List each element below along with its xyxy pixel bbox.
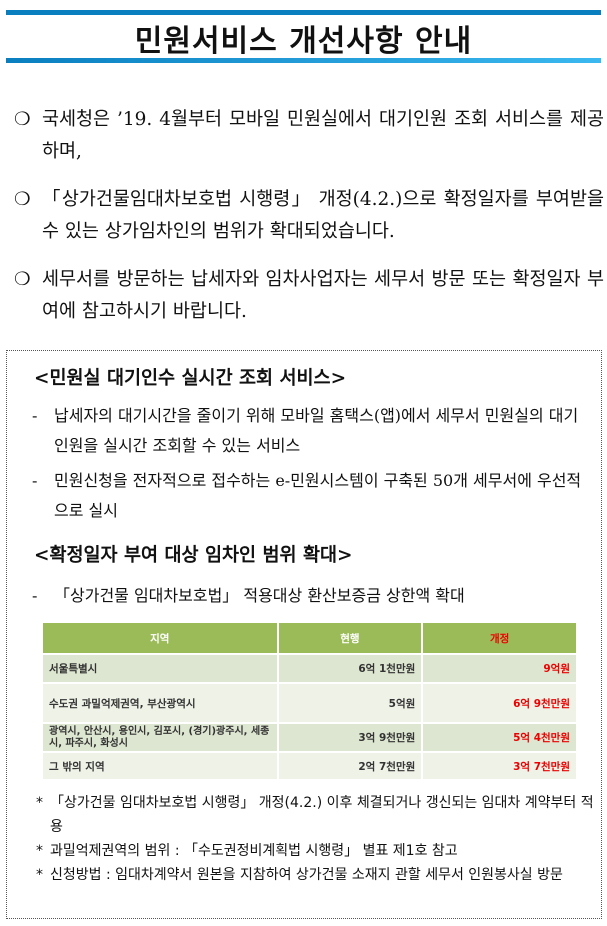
header-current: 현행 <box>277 623 424 654</box>
paragraph-3: ❍ 세무서를 방문하는 납세자와 임차사업자는 세무서 방문 또는 확정일자 부여… <box>14 264 604 328</box>
header-revised: 개정 <box>422 623 578 654</box>
note-2: * 과밀억제권역의 범위 : 「수도권정비계획법 시행령」 별표 제1호 참고 <box>36 843 458 859</box>
section1-heading: <민원실 대기인수 실시간 조회 서비스> <box>34 368 347 389</box>
note-3: * 신청방법 : 임대차계약서 원본을 지참하여 상가건물 소재지 관할 세무서 … <box>36 867 563 883</box>
table-row: 수도권 과밀억제권역, 부산광역시 5억원 6억 9천만원 <box>43 682 578 723</box>
title-top-rule <box>6 10 601 15</box>
table-row: 그 밖의 지역 2억 7천만원 3억 7천만원 <box>43 751 578 779</box>
paragraph-1: ❍ 국세청은 ’19. 4월부터 모바일 민원실에서 대기인원 조회 서비스를 제… <box>14 104 604 168</box>
circle-bullet-icon: ❍ <box>14 189 31 210</box>
circle-bullet-icon: ❍ <box>14 269 31 290</box>
note-1: * 「상가건물 임대차보호법 시행령」 개정(4.2.) 이후 체결되거나 갱신되… <box>36 795 594 835</box>
circle-bullet-icon: ❍ <box>14 109 31 130</box>
table-row: 광역시, 안산시, 용인시, 김포시, (경기)광주시, 세종시, 파주시, 화… <box>43 722 578 752</box>
section2-item: - 「상가건물 임대차보호법」 적용대상 환산보증금 상한액 확대 <box>32 586 465 605</box>
details-box <box>6 350 602 919</box>
section1-item: - 납세자의 대기시간을 줄이기 위해 모바일 홈택스(앱)에서 세무서 민원실의… <box>32 406 579 455</box>
table-row: 서울특별시 6억 1천만원 9억원 <box>43 653 578 683</box>
page-title: 민원서비스 개선사항 안내 <box>134 24 473 59</box>
header-region: 지역 <box>43 623 279 654</box>
section1-item: - 민원신청을 전자적으로 접수하는 e-민원시스템이 구축된 50개 세무서에 … <box>32 471 582 520</box>
section2-heading: <확정일자 부여 대상 임차인 범위 확대> <box>34 545 353 566</box>
title-bottom-rule <box>6 58 601 63</box>
paragraph-2: ❍ 「상가건물임대차보호법 시행령」 개정(4.2.)으로 확정일자를 부여받을 … <box>14 184 604 248</box>
deposit-limit-table: 지역 현행 개정 서울특별시 6억 1천만원 9억원 수도권 과밀억제권역, 부산광역시… <box>43 623 578 779</box>
